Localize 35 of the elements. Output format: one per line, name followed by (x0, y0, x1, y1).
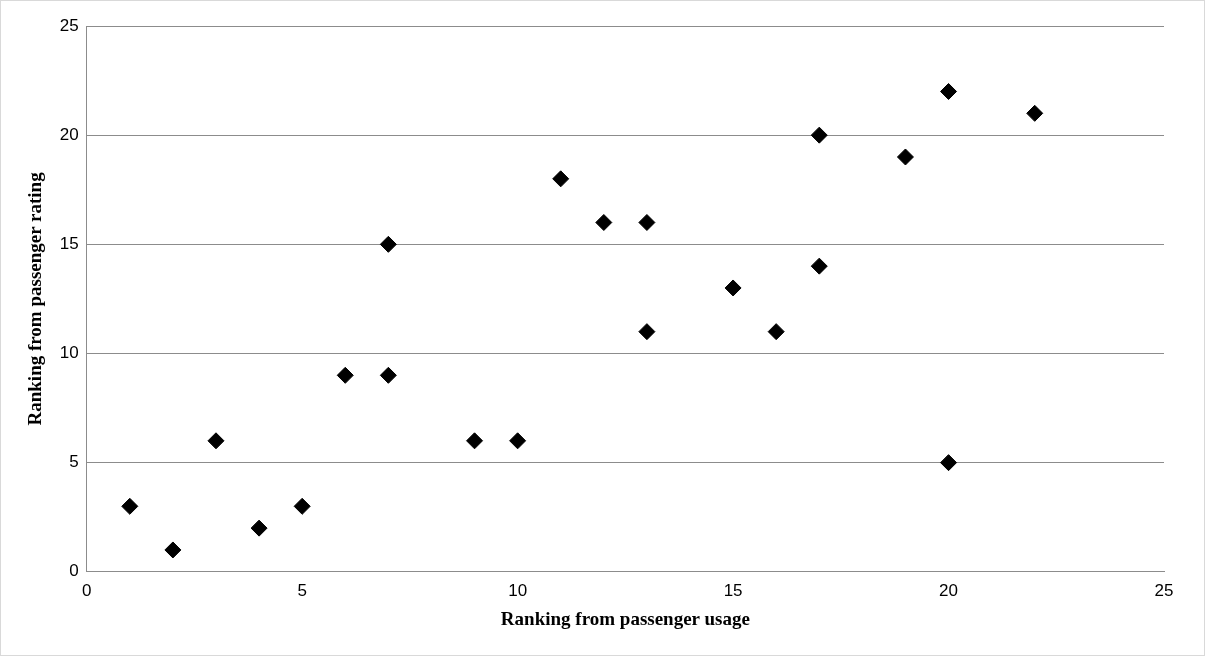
y-tick-label: 20 (59, 124, 79, 144)
point (896, 148, 914, 166)
point (595, 213, 613, 231)
point (638, 213, 656, 231)
point (379, 366, 397, 384)
point (250, 519, 268, 537)
y-tick-label: 15 (59, 234, 79, 254)
y-tick-label: 10 (59, 343, 79, 363)
y-tick-label: 25 (59, 15, 79, 35)
point (336, 366, 354, 384)
x-axis-title: Ranking from passenger usage (500, 607, 750, 629)
point (638, 323, 656, 341)
x-tick-label: 20 (939, 580, 958, 600)
y-axis-title: Ranking from passenger rating (24, 171, 46, 426)
point (810, 126, 828, 144)
point (724, 279, 742, 297)
y-tick-label: 0 (69, 561, 79, 581)
point (767, 323, 785, 341)
x-tick-label: 10 (508, 580, 528, 600)
point (509, 432, 527, 450)
point (379, 235, 397, 253)
x-tick-label: 15 (723, 580, 743, 600)
point (1026, 104, 1044, 122)
point (207, 432, 225, 450)
point (121, 497, 139, 515)
point (940, 454, 958, 472)
point (293, 497, 311, 515)
point (164, 541, 182, 559)
x-tick-label: 5 (297, 580, 307, 600)
point (552, 170, 570, 188)
point (810, 257, 828, 275)
x-tick-label: 25 (1154, 580, 1174, 600)
point (466, 432, 484, 450)
y-tick-label: 5 (69, 452, 79, 472)
point (940, 83, 958, 100)
